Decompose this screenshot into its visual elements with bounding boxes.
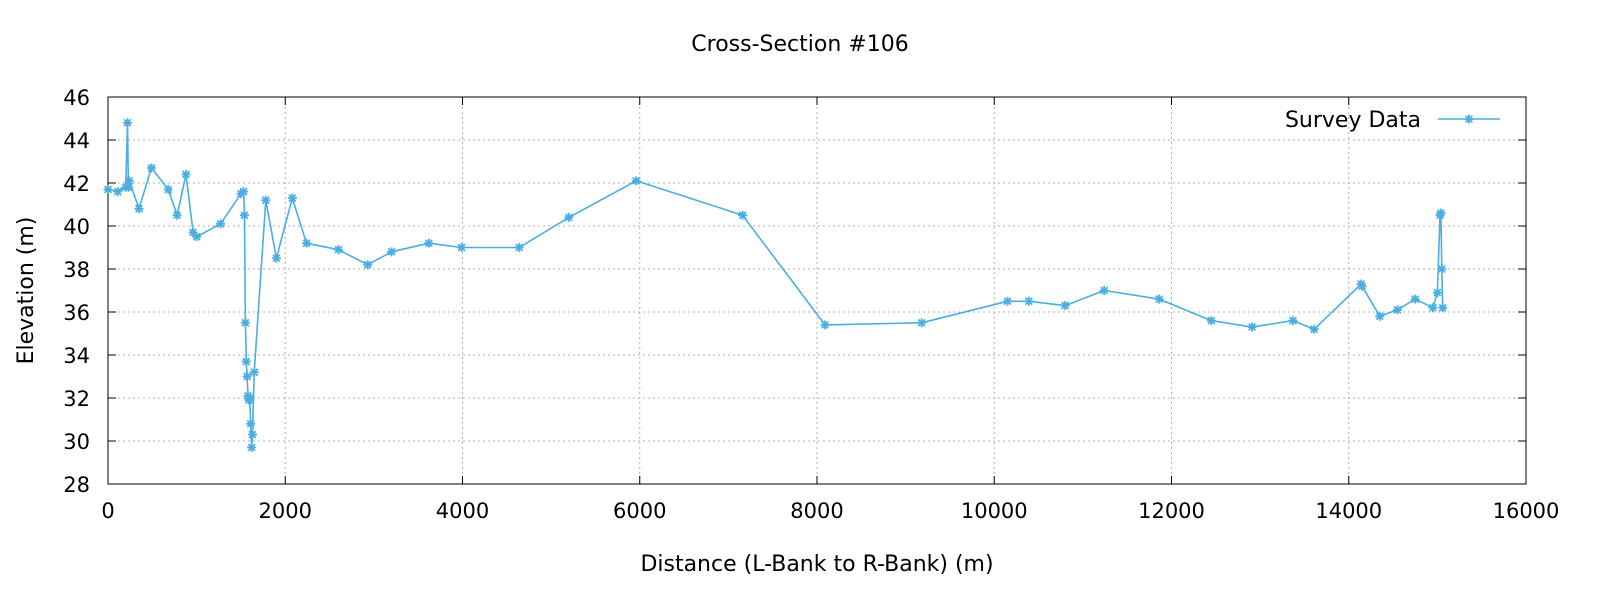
x-tick-label: 10000 (961, 499, 1028, 523)
data-point (514, 243, 524, 252)
y-tick-label: 42 (63, 172, 90, 196)
series-line (107, 122, 1444, 449)
y-tick-label: 32 (63, 387, 90, 411)
x-axis-label: Distance (L-Bank to R-Bank) (m) (640, 552, 993, 577)
data-point (181, 169, 191, 179)
data-point (134, 204, 144, 214)
plot-border (107, 96, 1527, 485)
data-point (302, 238, 312, 248)
data-point (249, 367, 259, 377)
legend-star (1464, 114, 1474, 124)
data-point (631, 176, 641, 186)
data-point (387, 247, 397, 257)
data-point (1099, 286, 1109, 295)
x-tick-label: 4000 (436, 499, 489, 523)
data-point (333, 245, 343, 255)
y-tick-label: 38 (63, 258, 90, 282)
data-point (1410, 294, 1420, 304)
y-tick-label: 30 (63, 430, 90, 454)
data-point (1438, 303, 1448, 313)
data-point (216, 219, 226, 229)
x-tick-label: 12000 (1138, 499, 1205, 523)
data-point (146, 163, 156, 173)
data-point (239, 210, 249, 220)
data-point (1357, 281, 1367, 291)
x-tick-label: 14000 (1315, 499, 1382, 523)
data-point (113, 187, 123, 197)
data-point (1428, 303, 1438, 313)
legend-marker (1464, 114, 1474, 124)
data-point (1288, 316, 1298, 326)
data-point (1024, 296, 1034, 306)
data-point (1154, 294, 1164, 304)
legend: Survey Data (1285, 108, 1500, 133)
y-axis-label: Elevation (m) (14, 217, 39, 365)
data-point (820, 320, 830, 330)
legend-label: Survey Data (1285, 108, 1421, 133)
y-axis-ticks: 28 30 32 34 36 38 40 42 44 46 (63, 86, 1526, 497)
data-point (271, 253, 281, 263)
data-point (564, 212, 574, 222)
x-tick-label: 2000 (259, 499, 312, 523)
data-point (241, 356, 251, 366)
data-point (261, 195, 271, 205)
data-point (1436, 208, 1446, 218)
data-point (1437, 264, 1447, 274)
data-point (242, 372, 252, 381)
data-point (192, 232, 202, 242)
data-point (247, 430, 257, 440)
data-point (1247, 322, 1257, 332)
data-point (247, 442, 257, 452)
data-point (172, 210, 182, 220)
x-tick-label: 0 (101, 499, 114, 523)
data-point (122, 118, 132, 128)
data-point (1003, 296, 1013, 306)
data-point (424, 238, 434, 248)
data-point (1206, 316, 1216, 326)
y-tick-label: 40 (63, 215, 90, 239)
data-point (246, 419, 256, 429)
data-point (245, 393, 255, 403)
data-point (1432, 288, 1442, 298)
y-tick-label: 36 (63, 301, 90, 325)
y-tick-label: 34 (63, 344, 90, 368)
data-point (287, 193, 297, 203)
y-tick-label: 28 (63, 473, 90, 497)
y-tick-label: 46 (63, 86, 90, 110)
plot-frame (107, 96, 1527, 485)
data-point (1375, 311, 1385, 321)
x-tick-label: 6000 (613, 499, 666, 523)
data-point (363, 260, 373, 270)
x-tick-label: 16000 (1493, 499, 1560, 523)
series-survey-data (103, 118, 1448, 452)
y-tick-label: 44 (63, 129, 90, 153)
data-point (738, 210, 748, 220)
data-point (1309, 324, 1319, 334)
data-point (240, 318, 250, 328)
data-point (917, 318, 927, 328)
data-point (124, 176, 134, 186)
data-point (1060, 301, 1070, 311)
data-point (457, 243, 467, 252)
x-tick-label: 8000 (790, 499, 843, 523)
chart-title: Cross-Section #106 (691, 32, 909, 57)
data-point (103, 184, 113, 194)
grid-lines (108, 97, 1526, 484)
x-axis-ticks: 0 2000 4000 6000 8000 10000 12000 14000 16000 (101, 97, 1559, 523)
data-point (163, 184, 173, 194)
data-point (239, 187, 249, 197)
data-point (1392, 305, 1402, 315)
